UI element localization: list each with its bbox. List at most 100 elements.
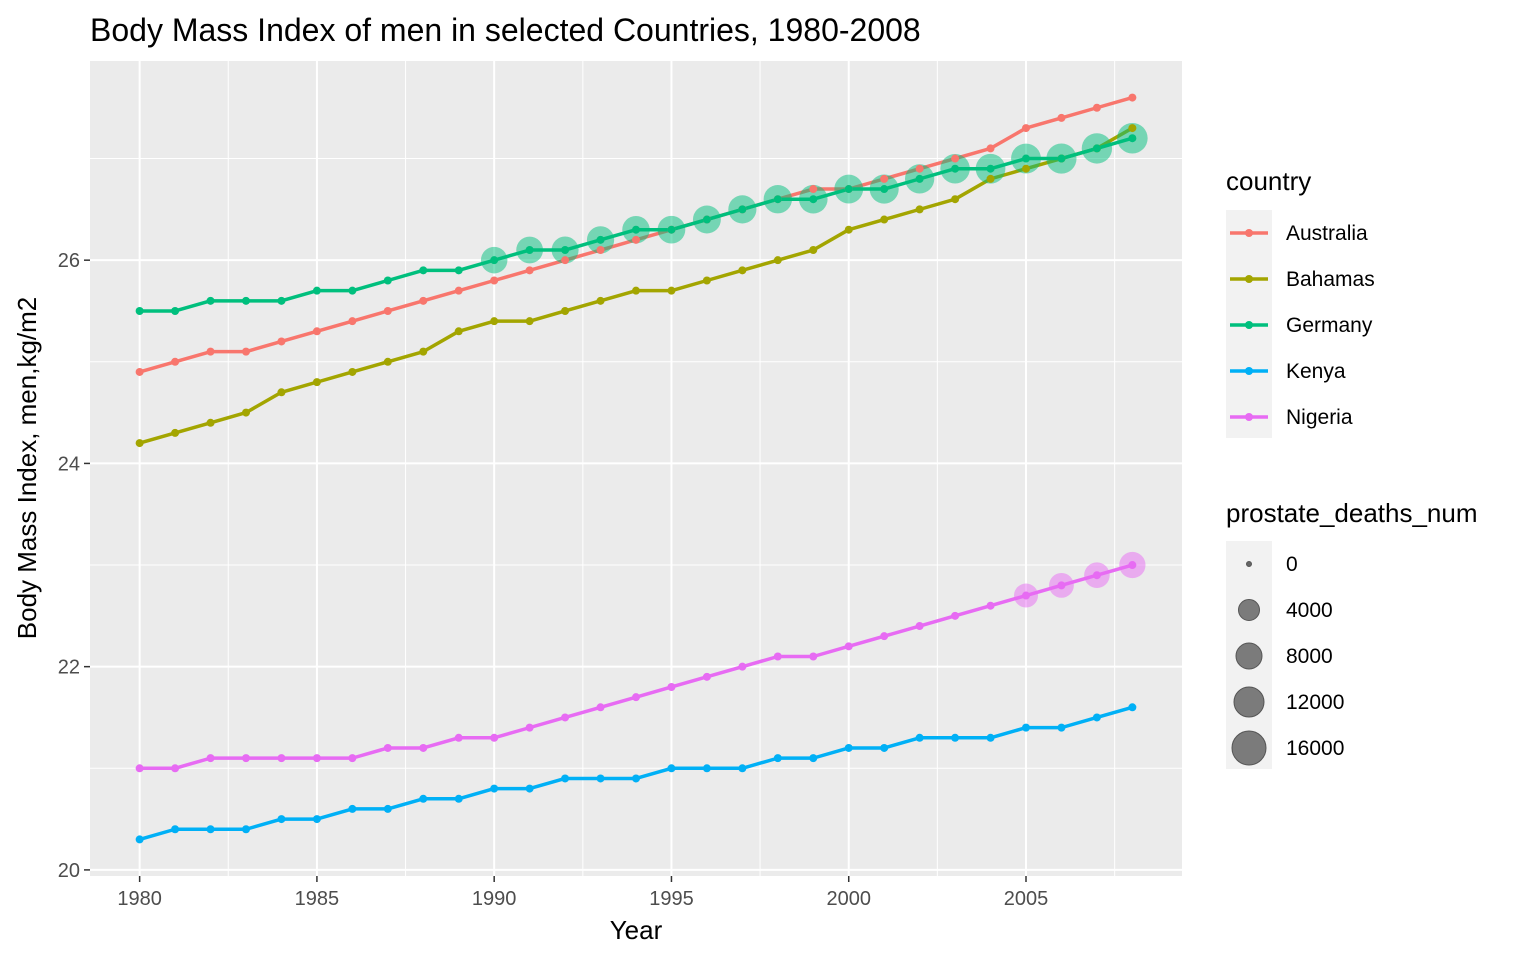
point-kenya [880,743,889,752]
point-nigeria [135,764,144,773]
point-nigeria [242,754,250,763]
point-germany [951,164,960,173]
point-nigeria [383,743,392,752]
point-bahamas [312,378,321,387]
legend-key-point-bahamas [1245,275,1253,283]
point-nigeria [702,672,711,681]
point-germany [1057,154,1066,163]
legend-key-point-germany [1245,321,1253,329]
point-australia [1092,103,1101,112]
legend-label-kenya: Kenya [1286,360,1346,383]
point-germany [596,235,605,244]
point-australia [561,256,570,265]
point-bahamas [348,367,357,376]
point-australia [915,164,924,173]
point-australia [312,327,321,336]
size-legend-key [1238,599,1260,621]
point-germany [1128,134,1137,143]
point-nigeria [632,693,640,702]
y-tick-label: 26 [58,250,80,272]
chart-title: Body Mass Index of men in selected Count… [90,12,921,48]
point-australia [242,347,250,356]
point-australia [596,246,605,255]
plot-panel [90,61,1182,876]
point-kenya [171,825,180,834]
point-australia [277,337,286,346]
point-germany [773,195,782,204]
size-legend-label: 4000 [1286,599,1333,622]
point-australia [809,185,818,194]
point-nigeria [348,754,357,763]
point-nigeria [312,754,321,763]
point-australia [206,347,215,356]
point-nigeria [738,662,747,671]
point-nigeria [880,632,889,641]
point-australia [1057,113,1066,122]
point-kenya [632,774,640,783]
point-kenya [277,815,286,824]
x-axis: 1980 1985 1990 1995 2000 2005 [117,876,1048,910]
point-kenya [951,733,960,742]
point-germany [135,306,144,315]
point-kenya [844,743,853,752]
point-nigeria [915,622,924,631]
y-axis: 20 22 24 26 [58,250,90,882]
color-legend: country Australia Bahamas Germany Kenya Nige… [1226,166,1375,438]
size-legend-title: prostate_deaths_num [1226,498,1478,528]
legend-key-point-nigeria [1245,413,1253,421]
x-axis-title: Year [610,915,663,945]
point-australia [880,174,889,183]
size-legend: prostate_deaths_num 0 4000 8000 12000 16000 [1226,498,1478,769]
point-germany [702,215,711,224]
point-nigeria [277,754,286,763]
point-nigeria [206,754,215,763]
point-nigeria [809,652,818,661]
y-tick-label: 20 [58,860,80,882]
legend-key-point-kenya [1245,367,1253,375]
point-kenya [1057,723,1066,732]
point-kenya [242,825,250,834]
size-legend-key [1231,730,1267,766]
point-kenya [702,764,711,773]
size-legend-label: 16000 [1286,737,1344,760]
point-kenya [348,804,357,813]
point-bahamas [986,174,995,183]
point-germany [1022,154,1030,163]
x-tick-label: 1995 [649,888,694,910]
color-legend-title: country [1226,166,1311,196]
legend-key-point-australia [1245,229,1253,237]
series-points [135,93,1137,844]
y-axis-title: Body Mass Index, men,kg/m2 [12,297,42,639]
x-tick-label: 1985 [295,888,340,910]
point-bahamas [844,225,853,234]
size-legend-label: 12000 [1286,691,1344,714]
point-australia [383,306,392,315]
point-kenya [773,754,782,763]
point-nigeria [596,703,605,712]
point-germany [986,164,995,173]
point-bahamas [809,246,818,255]
point-kenya [596,774,605,783]
point-bahamas [454,327,463,336]
point-bahamas [880,215,889,224]
point-australia [1022,124,1030,133]
point-bahamas [171,428,180,437]
point-germany [490,256,499,265]
x-tick-label: 2000 [826,888,871,910]
point-germany [1092,144,1101,153]
point-germany [632,225,640,234]
point-nigeria [525,723,534,732]
point-bahamas [667,286,676,295]
point-nigeria [986,601,995,610]
point-kenya [667,764,676,773]
point-nigeria [1057,581,1066,590]
size-legend-key [1235,642,1263,670]
point-germany [844,185,853,194]
x-tick-label: 1980 [117,888,162,910]
point-germany [242,296,250,305]
point-germany [809,195,818,204]
point-australia [951,154,960,163]
legend-label-bahamas: Bahamas [1286,268,1375,291]
point-germany [171,306,180,315]
point-bahamas [419,347,428,356]
